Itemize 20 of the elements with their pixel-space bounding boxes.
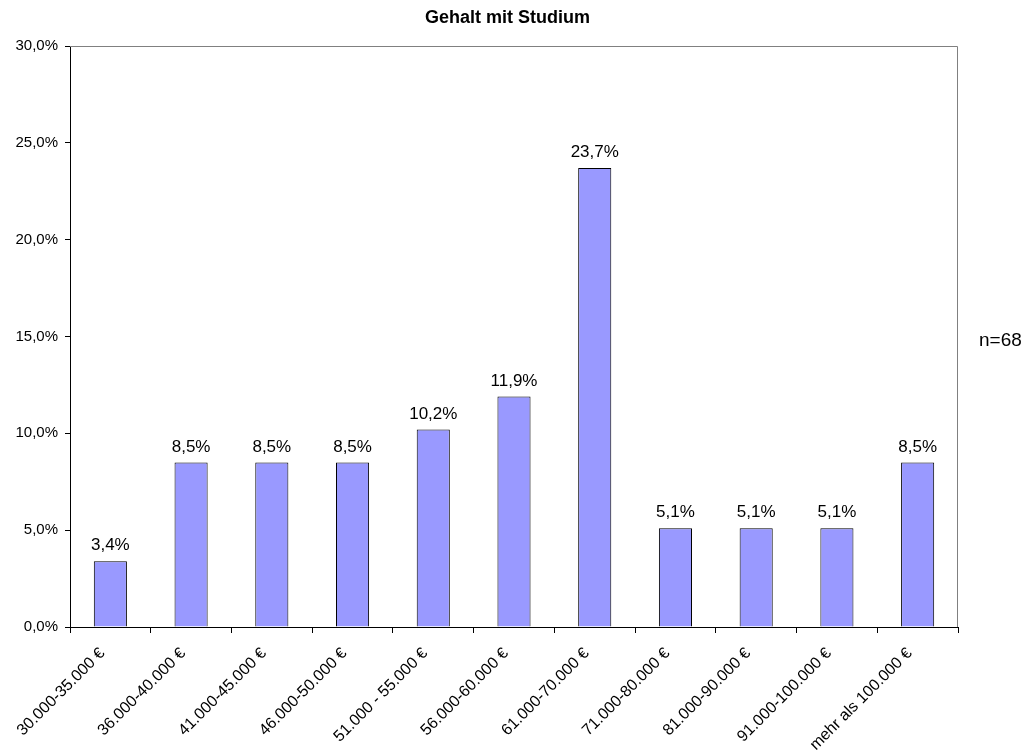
y-tick-label: 10,0%: [15, 423, 58, 441]
y-tick-label: 5,0%: [23, 520, 58, 538]
data-label: 5,1%: [817, 502, 857, 522]
data-label: 8,5%: [333, 436, 372, 456]
text: n=68: [979, 328, 1022, 350]
y-tick-label: 30,0%: [15, 36, 58, 54]
chart-title: Gehalt mit Studium: [424, 6, 591, 27]
data-label: 5,1%: [656, 502, 695, 522]
y-tick-label: 20,0%: [15, 229, 58, 247]
data-label: 8,5%: [898, 436, 938, 456]
data-label: 8,5%: [171, 436, 211, 456]
y-tick-label: 0,0%: [23, 617, 58, 635]
data-label: 8,5%: [252, 436, 292, 456]
data-label: 10,2%: [409, 403, 458, 423]
data-label: 5,1%: [736, 502, 776, 522]
data-label: 11,9%: [490, 370, 538, 390]
y-tick-label: 25,0%: [15, 132, 58, 150]
data-label: 3,4%: [90, 535, 130, 555]
y-tick-label: 15,0%: [15, 326, 58, 344]
data-label: 23,7%: [570, 142, 619, 162]
